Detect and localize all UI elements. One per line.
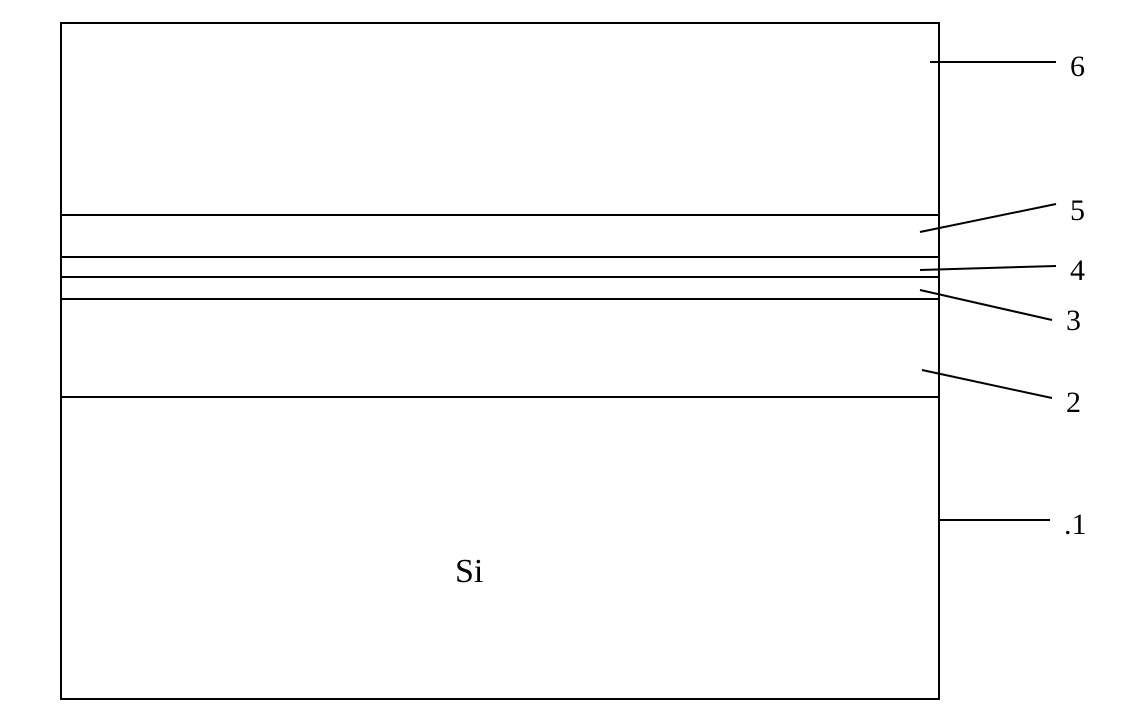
label-3: 3	[1066, 306, 1081, 336]
layer-2	[60, 300, 940, 398]
layer-6	[60, 22, 940, 216]
layer-1-substrate	[60, 398, 940, 700]
layer-4	[60, 258, 940, 278]
label-4: 4	[1070, 256, 1085, 286]
label-5: 5	[1070, 196, 1085, 226]
label-2: 2	[1066, 388, 1081, 418]
label-1: .1	[1064, 510, 1087, 540]
substrate-text: Si	[455, 555, 483, 589]
layer-3	[60, 278, 940, 300]
label-6: 6	[1070, 52, 1085, 82]
layer-5	[60, 216, 940, 258]
